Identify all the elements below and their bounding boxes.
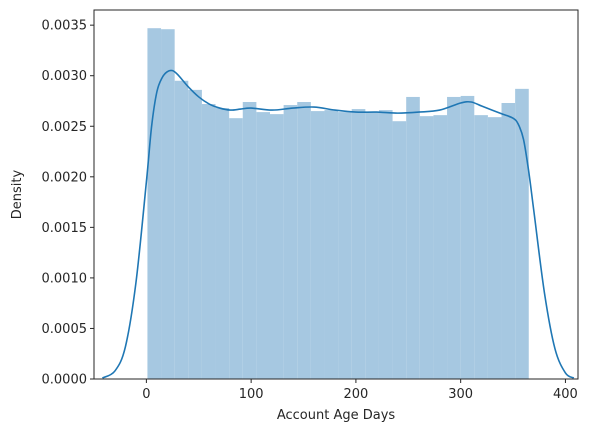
histogram-bar (283, 105, 298, 379)
histogram-bar (297, 101, 311, 380)
histogram-bar (419, 116, 434, 379)
histogram-bar (147, 28, 162, 379)
histogram-bar (324, 110, 339, 379)
axes-spines (93, 9, 579, 380)
histogram-bar (201, 104, 216, 380)
x-tick-label: 100 (239, 387, 264, 402)
y-axis-ticks: 0.0000 0.0005 0.0010 0.0015 0.0020 0.0025 0.00… (42, 19, 94, 388)
histogram-bar (460, 95, 475, 379)
axes-frame (93, 9, 579, 380)
x-tick-label: 300 (448, 387, 473, 402)
histogram-bar (515, 88, 529, 379)
y-tick-label: 0.0025 (42, 120, 88, 135)
histogram-bar (365, 112, 379, 380)
histogram-bar (406, 96, 420, 379)
x-axis-label: Account Age Days (277, 408, 396, 423)
histogram-bar (392, 121, 407, 380)
histogram-bar (188, 89, 202, 379)
histogram-bar (351, 109, 366, 379)
histogram-bar (447, 96, 461, 379)
histogram-bar (229, 118, 243, 379)
histogram-bar (174, 80, 189, 379)
histogram-bar (310, 111, 325, 380)
histogram-bar (378, 110, 393, 379)
y-axis-label: Density (10, 169, 25, 219)
y-tick-label: 0.0010 (42, 271, 88, 286)
histogram-bars (147, 28, 529, 380)
histogram-bar (161, 29, 175, 379)
y-tick-label: 0.0030 (42, 69, 88, 84)
y-tick-label: 0.0000 (42, 373, 88, 388)
histogram-bar (256, 112, 270, 380)
x-tick-label: 200 (343, 387, 368, 402)
x-tick-label: 400 (553, 387, 578, 402)
histogram-bar (242, 101, 257, 380)
histogram-bar (270, 114, 284, 379)
y-tick-label: 0.0020 (42, 170, 88, 185)
histogram-bar (215, 108, 230, 379)
y-tick-label: 0.0035 (42, 19, 88, 34)
histogram-bar (487, 117, 502, 379)
x-tick-label: 0 (142, 387, 150, 402)
histogram-bar (433, 115, 448, 380)
histogram-bar (338, 112, 352, 380)
histogram-bar (474, 115, 488, 380)
histogram-bar (501, 103, 516, 380)
y-tick-label: 0.0005 (42, 322, 88, 337)
kde-curve (101, 69, 575, 379)
x-axis-ticks: 0 100 200 300 400 (142, 379, 578, 402)
y-tick-label: 0.0015 (42, 221, 88, 236)
